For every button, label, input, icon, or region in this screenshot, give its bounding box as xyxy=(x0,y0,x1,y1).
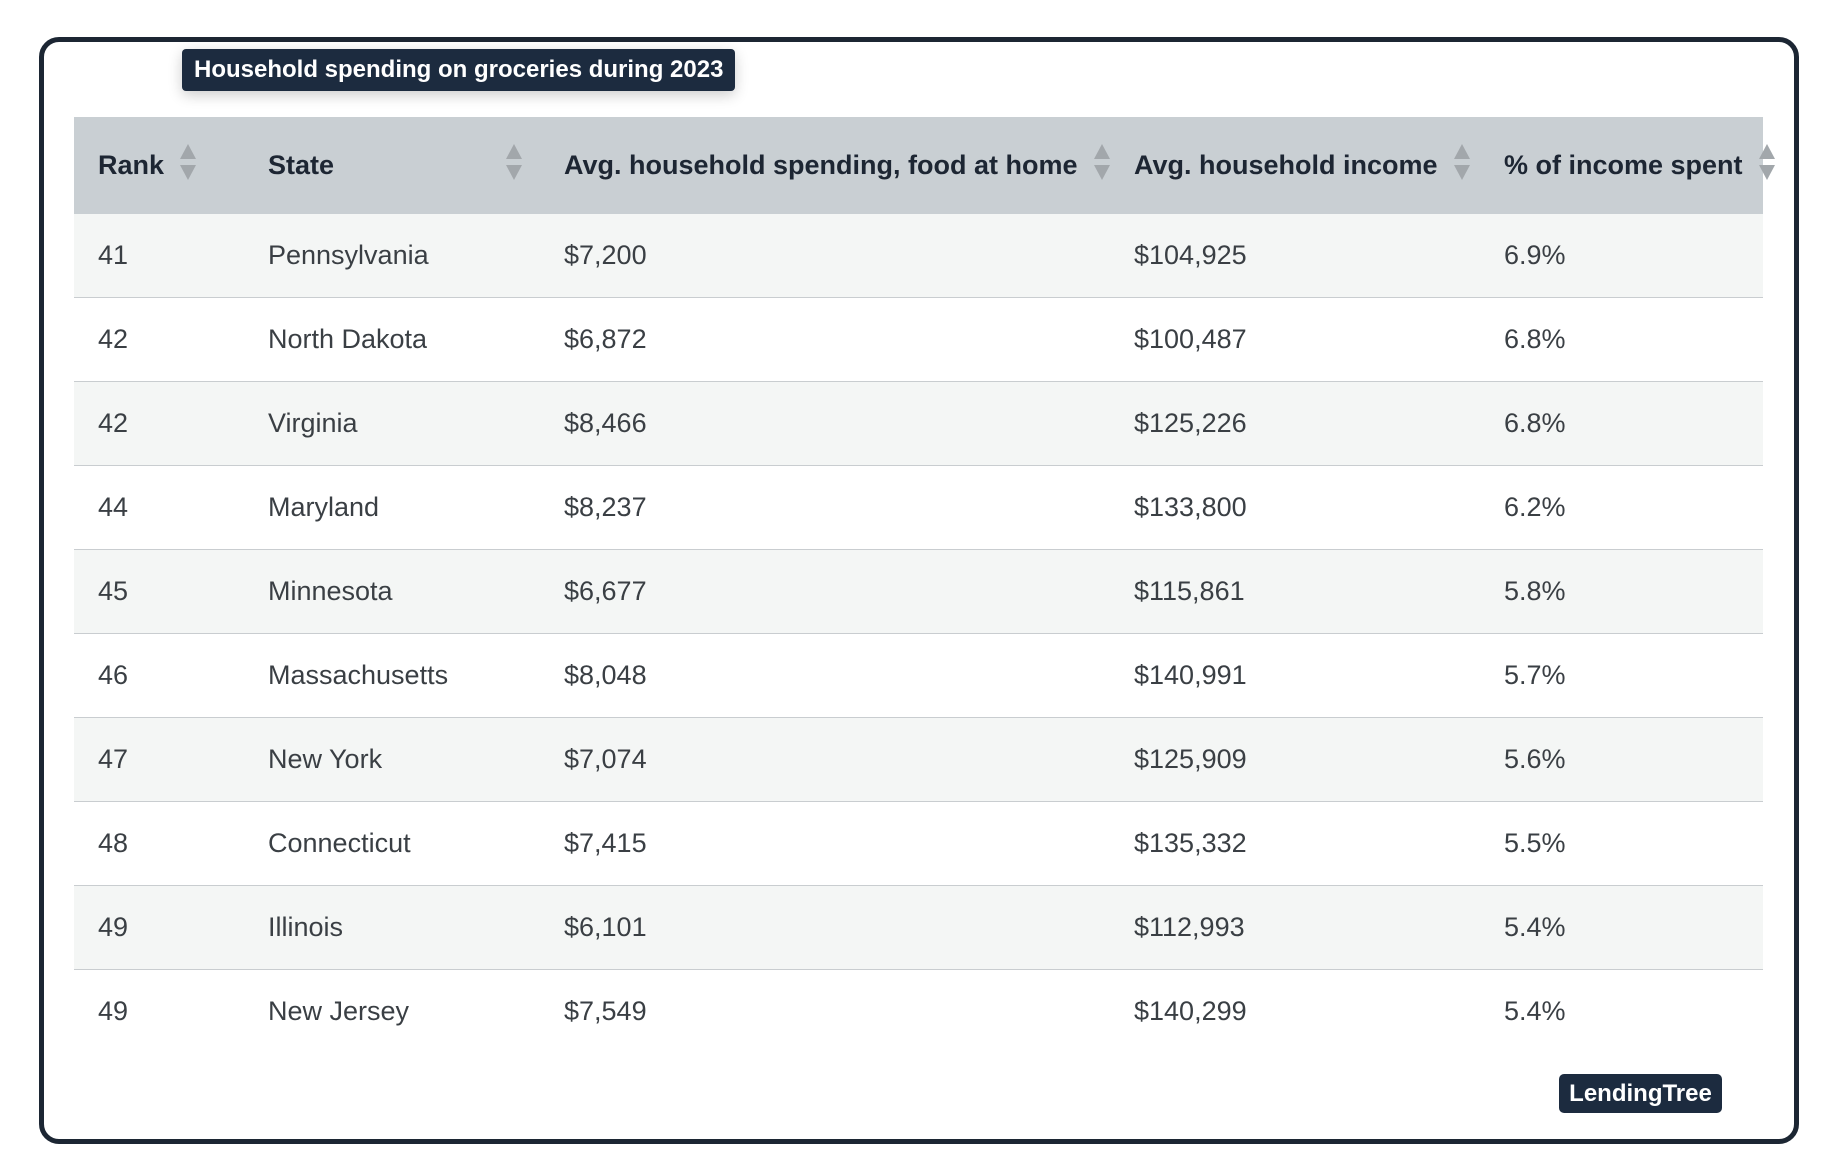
table-cell: Pennsylvania xyxy=(244,214,540,298)
table-title: Household spending on groceries during 2… xyxy=(182,49,736,91)
column-label: Avg. household income xyxy=(1134,150,1438,180)
table-cell: Connecticut xyxy=(244,801,540,886)
table-cell: 5.6% xyxy=(1480,717,1763,802)
table-cell: $135,332 xyxy=(1110,801,1480,886)
sort-icon[interactable] xyxy=(504,142,524,189)
table-cell: $6,101 xyxy=(540,885,1110,970)
table-row: 49 New Jersey $7,549 $140,299 5.4% xyxy=(74,970,1763,1054)
table-cell: 5.8% xyxy=(1480,549,1763,634)
table-cell: Illinois xyxy=(244,885,540,970)
table-cell: Virginia xyxy=(244,381,540,466)
table-row: 47 New York $7,074 $125,909 5.6% xyxy=(74,717,1763,802)
table-cell: 5.7% xyxy=(1480,633,1763,718)
table-cell: $6,872 xyxy=(540,297,1110,382)
table-row: 44 Maryland $8,237 $133,800 6.2% xyxy=(74,465,1763,550)
table-body: 41 Pennsylvania $7,200 $104,925 6.9% 42 North … xyxy=(74,214,1763,1053)
column-label: State xyxy=(268,150,335,180)
column-header[interactable]: Avg. household income xyxy=(1110,117,1480,214)
table-row: 45 Minnesota $6,677 $115,861 5.8% xyxy=(74,549,1763,634)
table-cell: 5.5% xyxy=(1480,801,1763,886)
sort-arrows xyxy=(1453,144,1470,180)
brand-logo[interactable]: LendingTree xyxy=(1559,1074,1722,1113)
column-header[interactable]: Avg. household spending, food at home xyxy=(540,117,1110,214)
table-cell: 6.9% xyxy=(1480,214,1763,298)
header-row: Rank State Avg. household spending, food a… xyxy=(74,117,1775,214)
column-label: % of income spent xyxy=(1504,150,1743,180)
sort-icon[interactable] xyxy=(178,142,198,189)
sort-arrows xyxy=(180,144,197,180)
table-cell: $104,925 xyxy=(1110,214,1480,298)
column-header[interactable]: State xyxy=(244,117,540,214)
table-cell: 44 xyxy=(74,465,244,550)
table-cell: 42 xyxy=(74,381,244,466)
column-header[interactable]: Rank xyxy=(74,117,244,214)
table-cell: 49 xyxy=(74,885,244,970)
table-row: 46 Massachusetts $8,048 $140,991 5.7% xyxy=(74,633,1763,718)
table-cell: 45 xyxy=(74,549,244,634)
table-cell: $125,226 xyxy=(1110,381,1480,466)
table-row: 48 Connecticut $7,415 $135,332 5.5% xyxy=(74,801,1763,886)
table-cell: 46 xyxy=(74,633,244,718)
table-cell: North Dakota xyxy=(244,297,540,382)
table-cell: $7,074 xyxy=(540,717,1110,802)
table-cell: $6,677 xyxy=(540,549,1110,634)
table-cell: 6.2% xyxy=(1480,465,1763,550)
table-cell: Maryland xyxy=(244,465,540,550)
sort-icon[interactable] xyxy=(1452,142,1472,189)
table-cell: $7,415 xyxy=(540,801,1110,886)
sort-arrows xyxy=(506,144,522,180)
table-cell: New Jersey xyxy=(268,996,410,1026)
table-cell: Minnesota xyxy=(244,549,540,634)
table-cell: 5.4% xyxy=(1480,885,1763,970)
sort-icon[interactable] xyxy=(1092,142,1112,189)
table-cell: $7,549 xyxy=(564,996,647,1026)
table-cell: $140,991 xyxy=(1110,633,1480,718)
column-header[interactable]: % of income spent xyxy=(1480,117,1775,214)
table-cell: 5.4% xyxy=(1504,996,1566,1026)
table-cell: 47 xyxy=(74,717,244,802)
table-cell: 48 xyxy=(74,801,244,886)
table-cell: $100,487 xyxy=(1110,297,1480,382)
table-cell: $133,800 xyxy=(1110,465,1480,550)
sort-arrows xyxy=(1093,144,1110,180)
sort-arrows xyxy=(1758,144,1775,180)
table-cell: New York xyxy=(244,717,540,802)
table-cell: $8,466 xyxy=(540,381,1110,466)
table-row: 41 Pennsylvania $7,200 $104,925 6.9% xyxy=(74,214,1763,298)
table-cell: $125,909 xyxy=(1110,717,1480,802)
table-cell: 41 xyxy=(74,214,244,298)
table-row: 42 North Dakota $6,872 $100,487 6.8% xyxy=(74,297,1763,382)
table-row: 42 Virginia $8,466 $125,226 6.8% xyxy=(74,381,1763,466)
column-label: Rank xyxy=(98,150,165,180)
table-cell: 6.8% xyxy=(1480,381,1763,466)
table-cell: $8,048 xyxy=(540,633,1110,718)
table-row: 49 Illinois $6,101 $112,993 5.4% xyxy=(74,885,1763,970)
table-cell: $115,861 xyxy=(1110,549,1480,634)
table-cell: $8,237 xyxy=(540,465,1110,550)
sort-icon[interactable] xyxy=(1757,142,1777,189)
table-cell: $7,200 xyxy=(540,214,1110,298)
table-cell: 6.8% xyxy=(1480,297,1763,382)
table-cell: $140,299 xyxy=(1134,996,1247,1026)
table-cell: $112,993 xyxy=(1110,885,1480,970)
table-cell: 42 xyxy=(74,297,244,382)
data-table: Rank State Avg. household spending, food a… xyxy=(74,117,1775,1053)
table-cell: Massachusetts xyxy=(244,633,540,718)
column-label: Avg. household spending, food at home xyxy=(564,150,1078,180)
table-cell: 49 xyxy=(98,996,129,1026)
